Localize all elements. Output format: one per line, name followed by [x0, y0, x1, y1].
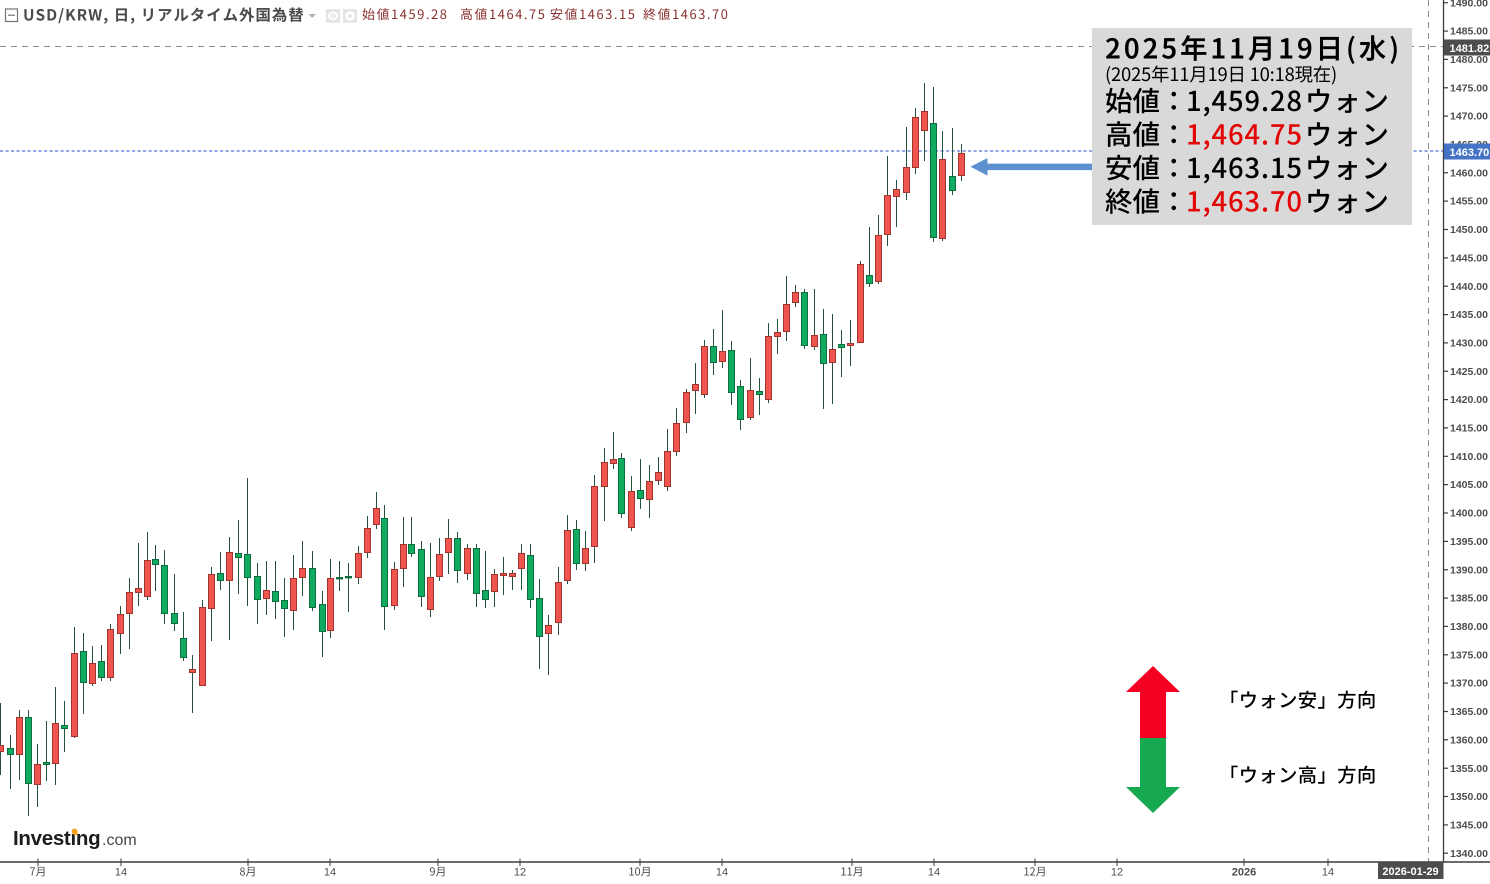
svg-text:1440.00: 1440.00	[1450, 281, 1488, 293]
svg-text:1463.70: 1463.70	[1450, 147, 1490, 159]
svg-text:1435.00: 1435.00	[1450, 309, 1488, 321]
svg-text:12: 12	[1111, 867, 1123, 879]
svg-text:1370.00: 1370.00	[1450, 678, 1488, 690]
svg-text:1445.00: 1445.00	[1450, 253, 1488, 265]
svg-text:14: 14	[115, 867, 127, 879]
svg-text:1410.00: 1410.00	[1450, 451, 1488, 463]
svg-text:1470.00: 1470.00	[1450, 111, 1488, 123]
svg-text:14: 14	[716, 867, 728, 879]
svg-text:2026: 2026	[1232, 867, 1256, 879]
svg-text:1481.82: 1481.82	[1450, 43, 1490, 55]
svg-text:1380.00: 1380.00	[1450, 621, 1488, 633]
svg-text:1355.00: 1355.00	[1450, 763, 1488, 775]
svg-text:1390.00: 1390.00	[1450, 564, 1488, 576]
svg-text:1450.00: 1450.00	[1450, 224, 1488, 236]
svg-text:12: 12	[514, 867, 526, 879]
svg-text:1405.00: 1405.00	[1450, 479, 1488, 491]
svg-text:1365.00: 1365.00	[1450, 706, 1488, 718]
svg-text:1340.00: 1340.00	[1450, 848, 1488, 860]
svg-text:1460.00: 1460.00	[1450, 167, 1488, 179]
svg-text:1485.00: 1485.00	[1450, 26, 1488, 38]
svg-text:1430.00: 1430.00	[1450, 338, 1488, 350]
svg-text:14: 14	[1322, 867, 1334, 879]
svg-text:14: 14	[324, 867, 336, 879]
svg-text:1415.00: 1415.00	[1450, 423, 1488, 435]
svg-text:1475.00: 1475.00	[1450, 82, 1488, 94]
svg-text:1490.00: 1490.00	[1450, 0, 1488, 9]
svg-text:1385.00: 1385.00	[1450, 593, 1488, 605]
svg-text:1420.00: 1420.00	[1450, 394, 1488, 406]
svg-text:2026-01-29: 2026-01-29	[1382, 866, 1438, 878]
svg-text:Investing: Investing	[13, 827, 100, 850]
svg-text:1350.00: 1350.00	[1450, 791, 1488, 803]
svg-text:1345.00: 1345.00	[1450, 820, 1488, 832]
svg-text:1455.00: 1455.00	[1450, 196, 1488, 208]
svg-text:1360.00: 1360.00	[1450, 734, 1488, 746]
svg-text:14: 14	[928, 867, 940, 879]
svg-text:1425.00: 1425.00	[1450, 366, 1488, 378]
svg-text:1400.00: 1400.00	[1450, 508, 1488, 520]
svg-text:.com: .com	[102, 832, 137, 849]
svg-text:1375.00: 1375.00	[1450, 649, 1488, 661]
svg-text:1480.00: 1480.00	[1450, 54, 1488, 66]
svg-text:1395.00: 1395.00	[1450, 536, 1488, 548]
